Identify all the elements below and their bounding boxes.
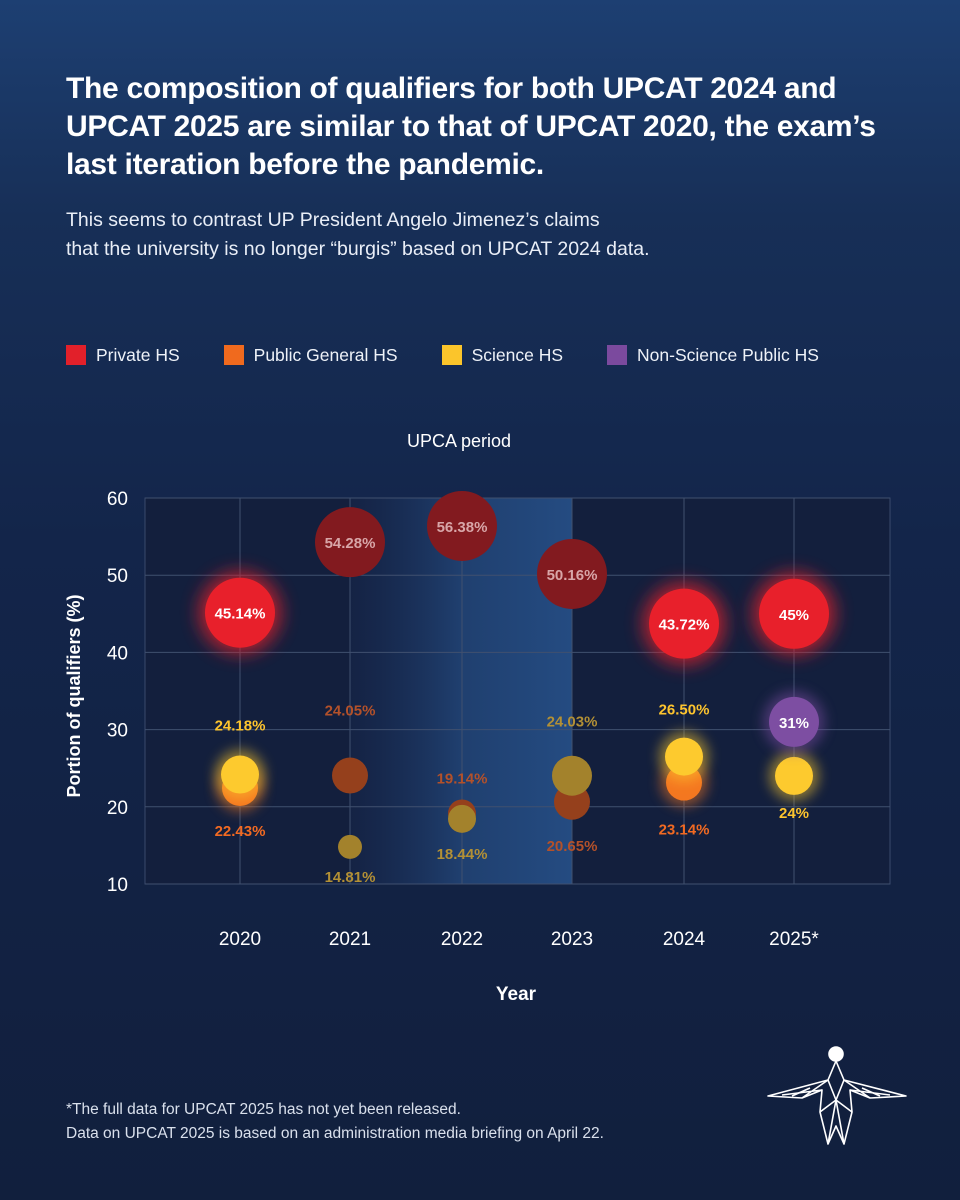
footnote-line-2: Data on UPCAT 2025 is based on an admini… bbox=[66, 1125, 604, 1142]
y-tick-label: 10 bbox=[107, 875, 128, 896]
bubble-private-hs bbox=[427, 490, 497, 561]
bubble-science-hs bbox=[448, 804, 476, 833]
data-label-science-hs: 24.18% bbox=[215, 718, 266, 735]
bubble-private-hs bbox=[315, 507, 385, 578]
x-tick-label: 2022 bbox=[441, 929, 483, 950]
data-label-science-hs: 14.81% bbox=[325, 869, 376, 886]
bubble-private-hs bbox=[537, 538, 607, 609]
legend-item-public-general-hs: Public General HS bbox=[223, 344, 398, 366]
legend-item-non-science-public-hs: Non-Science Public HS bbox=[607, 345, 819, 366]
y-tick-label: 60 bbox=[107, 489, 128, 510]
legend-swatch-public-general-hs bbox=[223, 345, 244, 365]
upca-period-label: UPCA period bbox=[407, 431, 511, 451]
x-tick-label: 2025* bbox=[769, 929, 819, 950]
bubble-science-hs bbox=[665, 737, 703, 776]
bubble-private-hs bbox=[759, 578, 829, 649]
data-label-science-hs: 18.44% bbox=[437, 846, 488, 863]
y-tick-label: 30 bbox=[107, 721, 128, 742]
y-tick-label: 40 bbox=[107, 643, 128, 664]
footnote-line-1: *The full data for UPCAT 2025 has not ye… bbox=[66, 1101, 461, 1118]
subheadline-line-2: that the university is no longer “burgis… bbox=[66, 238, 650, 260]
bubble-non-science-public-hs bbox=[769, 696, 819, 747]
data-label-private-hs: 54.28% bbox=[325, 535, 376, 552]
y-tick-label: 50 bbox=[107, 566, 128, 587]
x-axis-title: Year bbox=[496, 984, 537, 1005]
bubble-private-hs bbox=[205, 577, 275, 648]
data-label-private-hs: 45% bbox=[779, 607, 809, 624]
data-label-private-hs: 45.14% bbox=[215, 606, 266, 623]
legend-label-non-science-public-hs: Non-Science Public HS bbox=[637, 344, 819, 365]
data-label-private-hs: 43.72% bbox=[659, 617, 710, 634]
legend-item-science-hs: Science HS bbox=[441, 344, 564, 366]
y-tick-label: 20 bbox=[107, 798, 128, 819]
data-label-public-general-hs: 22.43% bbox=[215, 823, 266, 840]
bubble-science-hs bbox=[775, 756, 813, 795]
legend-item-private-hs: Private HS bbox=[66, 345, 180, 366]
data-label-private-hs: 56.38% bbox=[437, 519, 488, 536]
chart-legend: Private HS Public General HS Science HS … bbox=[66, 341, 926, 369]
data-label-public-general-hs: 20.65% bbox=[547, 838, 598, 855]
data-label-non-science-public-hs: 31% bbox=[779, 715, 809, 732]
legend-swatch-private-hs bbox=[66, 345, 86, 365]
bubble-public-general-hs bbox=[332, 757, 368, 794]
y-axis-title: Portion of qualifiers (%) bbox=[64, 594, 84, 797]
bubble-chart: UPCA period 10 20 30 40 50 60 2020 2021 2022 2023 2… bbox=[64, 431, 891, 1005]
data-label-public-general-hs: 23.14% bbox=[659, 822, 710, 839]
data-label-science-hs: 26.50% bbox=[659, 702, 710, 719]
x-tick-label: 2021 bbox=[329, 929, 371, 950]
headline: The composition of qualifiers for both U… bbox=[66, 72, 876, 181]
data-label-public-general-hs: 24.05% bbox=[325, 703, 376, 720]
legend-swatch-non-science-public-hs bbox=[607, 345, 628, 365]
x-tick-label: 2020 bbox=[219, 929, 261, 950]
data-label-public-general-hs: 19.14% bbox=[437, 770, 488, 787]
subheadline-line-1: This seems to contrast UP President Ange… bbox=[66, 209, 600, 231]
data-label-science-hs: 24% bbox=[779, 805, 809, 822]
x-tick-label: 2024 bbox=[663, 929, 706, 950]
data-label-private-hs: 50.16% bbox=[547, 567, 598, 584]
bubble-science-hs bbox=[221, 755, 259, 794]
data-label-science-hs: 24.03% bbox=[547, 714, 598, 731]
footnote: *The full data for UPCAT 2025 has not ye… bbox=[66, 1098, 766, 1146]
bubble-science-hs bbox=[338, 834, 362, 859]
legend-label-private-hs: Private HS bbox=[96, 344, 180, 365]
legend-label-public-general-hs: Public General HS bbox=[253, 344, 398, 365]
bubble-science-hs bbox=[552, 755, 592, 796]
subheadline: This seems to contrast UP President Ange… bbox=[66, 206, 886, 264]
legend-label-science-hs: Science HS bbox=[471, 344, 564, 365]
x-tick-label: 2023 bbox=[551, 929, 593, 950]
winged-figure-logo-icon bbox=[767, 1046, 907, 1145]
legend-swatch-science-hs bbox=[441, 345, 462, 365]
bubble-private-hs bbox=[649, 588, 719, 659]
